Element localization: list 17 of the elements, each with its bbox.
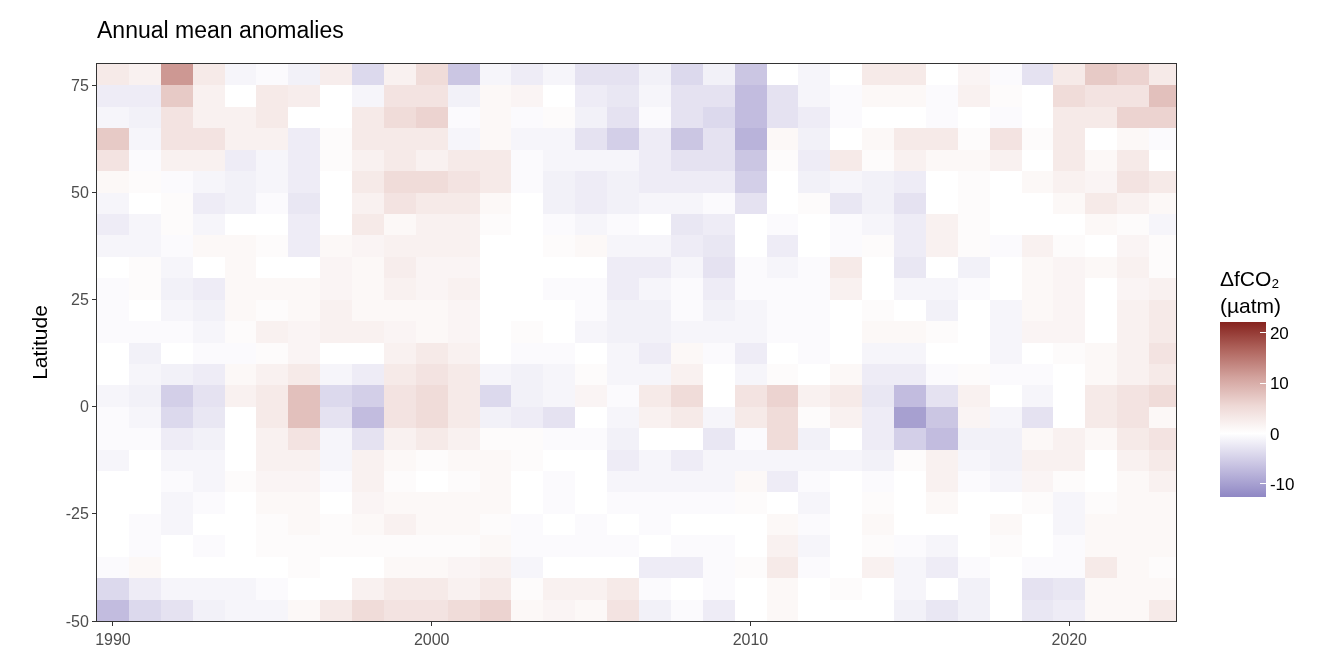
y-tick-label: -25 bbox=[65, 505, 89, 523]
y-axis-title: Latitude bbox=[27, 305, 51, 380]
color-bar-label: 0 bbox=[1269, 424, 1280, 444]
y-tick-label: 75 bbox=[71, 77, 89, 95]
y-tick-label: 25 bbox=[71, 291, 89, 309]
x-tick-label: 2010 bbox=[732, 631, 769, 649]
chart-title: Annual mean anomalies bbox=[97, 17, 344, 44]
color-bar-label: -10 bbox=[1269, 474, 1295, 494]
x-tick-label: 2000 bbox=[413, 631, 450, 649]
x-tick-label: 2020 bbox=[1051, 631, 1088, 649]
color-bar-label: 10 bbox=[1269, 374, 1289, 394]
y-tick-label: 0 bbox=[79, 398, 89, 416]
y-tick-label: 50 bbox=[71, 184, 89, 202]
y-tick-label: -50 bbox=[65, 612, 89, 630]
x-tick-label: 1990 bbox=[95, 631, 131, 649]
color-bar-title: ΔfCO₂ (µatm) bbox=[1220, 266, 1282, 318]
color-bar-label: 20 bbox=[1269, 323, 1289, 343]
